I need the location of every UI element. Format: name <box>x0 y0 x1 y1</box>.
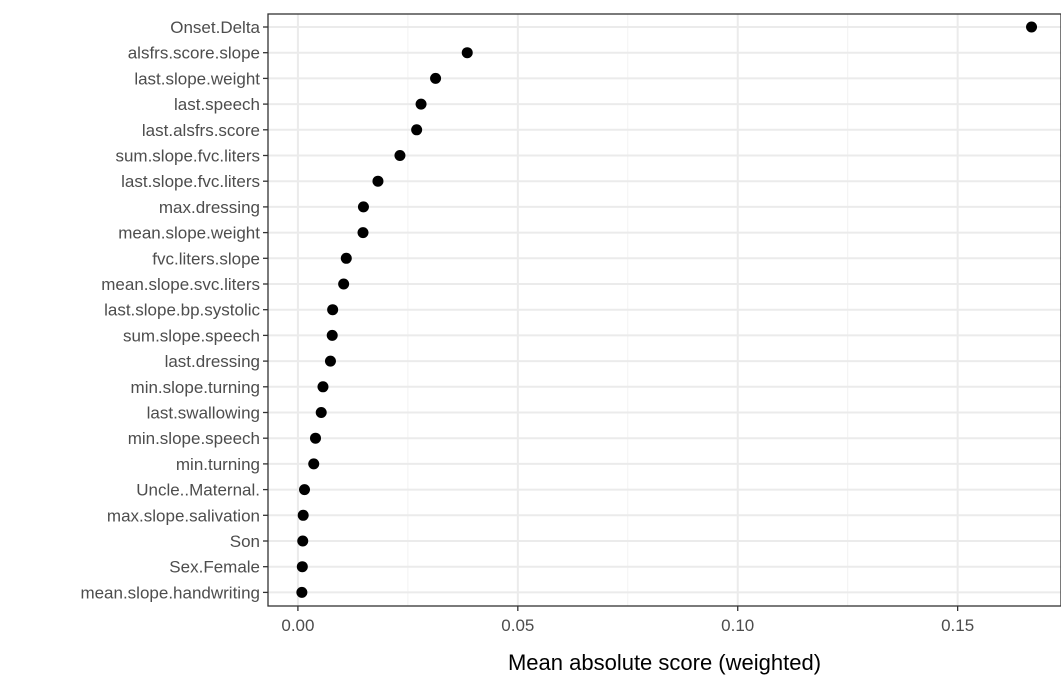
data-point <box>461 47 473 59</box>
y-axis: Onset.Delta alsfrs.score.slope last.slope.… <box>80 18 268 602</box>
y-tick-label: last.slope.bp.systolic <box>104 301 260 320</box>
data-point <box>296 586 308 598</box>
y-tick-label: max.slope.salivation <box>107 506 260 525</box>
y-tick-label: last.swallowing <box>147 404 260 423</box>
data-point <box>1026 21 1038 33</box>
data-point <box>310 432 322 444</box>
y-tick-label: last.dressing <box>165 352 260 371</box>
data-point <box>296 561 308 573</box>
y-tick-label: last.slope.weight <box>134 69 260 88</box>
y-tick-label: min.slope.speech <box>128 429 260 448</box>
data-point <box>315 407 327 418</box>
x-tick-label: 0.10 <box>721 616 754 635</box>
data-point <box>299 484 311 496</box>
y-tick-label: last.alsfrs.score <box>142 121 260 140</box>
y-tick-label: sum.slope.fvc.liters <box>115 147 260 166</box>
data-point <box>357 227 369 239</box>
y-tick-label: mean.slope.svc.liters <box>101 275 260 294</box>
x-tick-label: 0.15 <box>941 616 974 635</box>
data-point <box>340 252 352 264</box>
data-point <box>297 509 309 521</box>
data-point <box>326 329 338 341</box>
data-point <box>415 98 427 110</box>
data-point <box>372 175 384 187</box>
data-point <box>324 355 336 367</box>
y-tick-label: fvc.liters.slope <box>152 249 260 268</box>
x-axis-title: Mean absolute score (weighted) <box>508 650 821 675</box>
data-point <box>430 72 442 84</box>
y-tick-label: last.speech <box>174 95 260 114</box>
x-axis: 0.00 0.05 0.10 0.15 <box>281 606 974 635</box>
y-tick-label: Son <box>230 532 260 551</box>
data-point <box>297 535 309 547</box>
y-tick-label: min.slope.turning <box>131 378 260 397</box>
y-tick-label: alsfrs.score.slope <box>128 44 260 63</box>
data-point <box>308 458 320 470</box>
y-tick-label: min.turning <box>176 455 260 474</box>
y-tick-label: sum.slope.speech <box>123 326 260 345</box>
y-tick-label: Sex.Female <box>169 558 260 577</box>
y-tick-label: Uncle..Maternal. <box>136 481 260 500</box>
y-tick-label: Onset.Delta <box>170 18 260 37</box>
data-point <box>394 150 406 161</box>
y-tick-label: max.dressing <box>159 198 260 217</box>
data-point <box>411 124 423 136</box>
y-tick-label: last.slope.fvc.liters <box>121 172 260 191</box>
data-point <box>338 278 350 290</box>
y-tick-label: mean.slope.weight <box>118 224 260 243</box>
data-point <box>317 381 329 393</box>
x-tick-label: 0.00 <box>281 616 314 635</box>
data-point <box>357 201 369 213</box>
gridlines <box>268 14 1061 606</box>
data-point <box>327 304 339 316</box>
x-tick-label: 0.05 <box>501 616 534 635</box>
data-points <box>296 21 1038 598</box>
y-tick-label: mean.slope.handwriting <box>80 583 260 602</box>
